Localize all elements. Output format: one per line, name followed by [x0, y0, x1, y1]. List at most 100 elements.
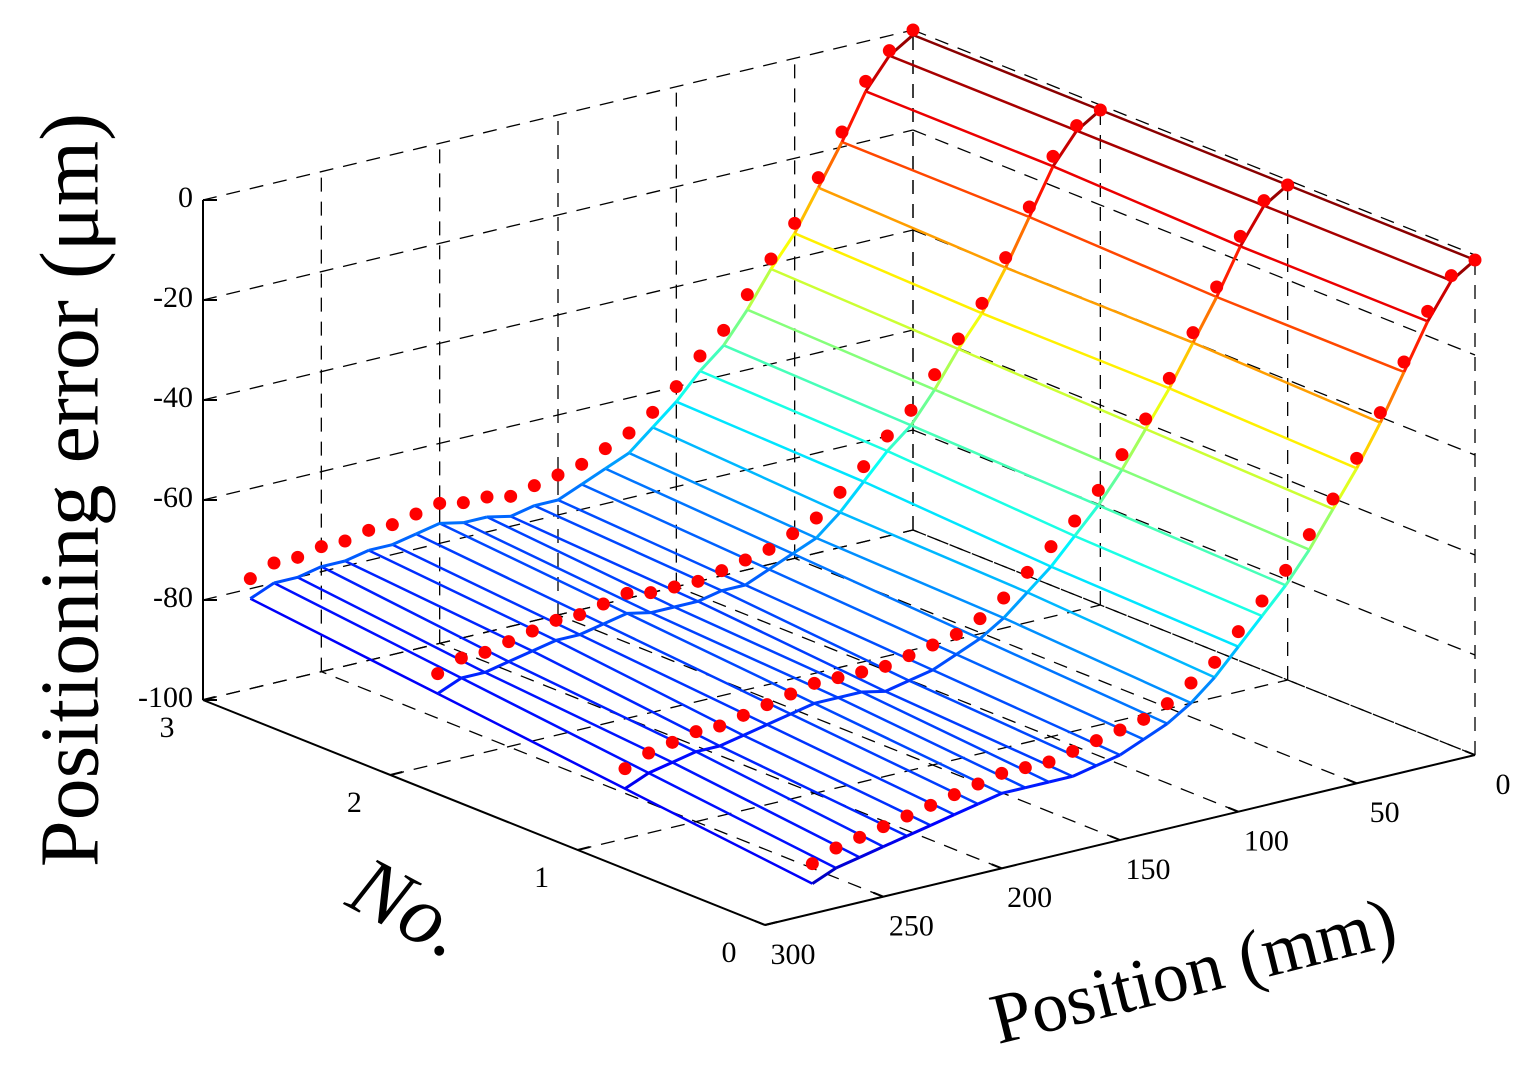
surface-edge: [1072, 764, 1097, 778]
measured-point: [878, 659, 892, 673]
measured-point: [880, 429, 894, 443]
measured-point: [1421, 304, 1435, 318]
surface-edge: [1095, 753, 1121, 768]
grid-line: [321, 671, 884, 898]
measured-point: [1326, 492, 1340, 506]
measured-point: [620, 586, 634, 600]
measured-point: [456, 496, 470, 510]
surface-edge: [813, 696, 839, 705]
measured-point: [689, 725, 703, 739]
surface-edge: [1026, 565, 1053, 594]
measured-point: [1279, 563, 1293, 577]
surface-edge: [580, 467, 607, 486]
measured-point: [829, 841, 843, 855]
measured-point: [409, 507, 423, 521]
surface-edge: [1097, 468, 1124, 507]
surface-edge: [391, 532, 417, 547]
measured-point: [291, 550, 305, 564]
surface-edge: [1120, 428, 1147, 471]
measured-point: [549, 613, 563, 627]
y-tick-label: 3: [160, 711, 175, 744]
measured-point: [784, 687, 798, 701]
grid-line: [912, 529, 1476, 756]
measured-point: [598, 442, 612, 456]
measured-point: [1139, 412, 1153, 426]
x-tick: [1464, 750, 1476, 756]
measured-point: [902, 649, 916, 663]
measured-point: [433, 496, 447, 510]
measured-point: [618, 762, 632, 776]
measured-point: [644, 586, 658, 600]
measured-point: [928, 368, 942, 382]
x-tick: [1227, 806, 1239, 813]
measured-point: [665, 735, 679, 749]
surface-line: [723, 344, 1287, 587]
surface-edge: [815, 511, 842, 540]
surface-line: [533, 504, 1097, 767]
measured-point: [691, 574, 705, 588]
surface-line: [912, 33, 1476, 262]
surface-edge: [1142, 722, 1169, 741]
y-tick-label: 1: [534, 861, 549, 894]
surface-edge: [460, 670, 486, 680]
measured-point: [1020, 565, 1034, 579]
measured-point: [1091, 483, 1105, 497]
measured-point: [267, 556, 281, 570]
surface-edge: [1284, 548, 1311, 587]
measured-point: [811, 171, 825, 185]
surface-edge: [579, 622, 604, 637]
surface-edge: [811, 866, 837, 885]
surface-edge: [697, 589, 723, 603]
measured-point: [906, 23, 920, 37]
measured-point: [669, 380, 683, 394]
measured-point: [882, 44, 896, 58]
surface-edge: [953, 802, 979, 817]
x-tick: [991, 863, 1003, 870]
measured-point: [385, 518, 399, 532]
measured-point: [642, 746, 656, 760]
surface-edge: [1119, 738, 1145, 757]
measured-point: [1468, 253, 1482, 267]
measured-point: [713, 719, 727, 733]
measured-point: [1089, 734, 1103, 748]
measured-point: [951, 332, 965, 346]
surface-edge: [931, 653, 958, 672]
measured-point: [853, 830, 867, 844]
measured-point: [857, 460, 871, 474]
measured-point: [1068, 514, 1082, 528]
surface-edge: [436, 676, 463, 695]
measured-point: [454, 651, 468, 665]
measured-point: [717, 323, 731, 337]
surface-line: [344, 559, 908, 838]
y-tick: [390, 771, 403, 776]
surface-edge: [835, 855, 861, 870]
grid-line: [202, 129, 914, 301]
surface-edge: [906, 823, 932, 838]
surface-edge: [624, 771, 650, 790]
measured-point: [575, 457, 589, 471]
surface-edge: [531, 638, 557, 653]
surface-edge: [955, 637, 981, 656]
measured-point: [1042, 755, 1056, 769]
surface-line: [249, 597, 813, 885]
surface-edge: [604, 451, 630, 470]
y-tick: [577, 846, 590, 851]
surface-edge: [977, 791, 1003, 806]
measured-point: [596, 597, 610, 611]
surface-line: [888, 54, 1452, 282]
measured-point: [1070, 119, 1084, 133]
x-tick: [1109, 835, 1121, 841]
measured-point: [646, 405, 660, 419]
measured-point: [926, 638, 940, 652]
surface-edge: [439, 521, 464, 525]
measured-point: [924, 798, 938, 812]
measured-point: [551, 468, 565, 482]
measured-point: [831, 671, 845, 685]
surface-edge: [1213, 645, 1240, 679]
surface-edge: [368, 543, 393, 552]
measured-point: [715, 564, 729, 578]
z-axis-label: Positioning error (μm): [23, 113, 116, 867]
surface-edge: [1002, 591, 1029, 620]
y-axis: [202, 699, 766, 926]
